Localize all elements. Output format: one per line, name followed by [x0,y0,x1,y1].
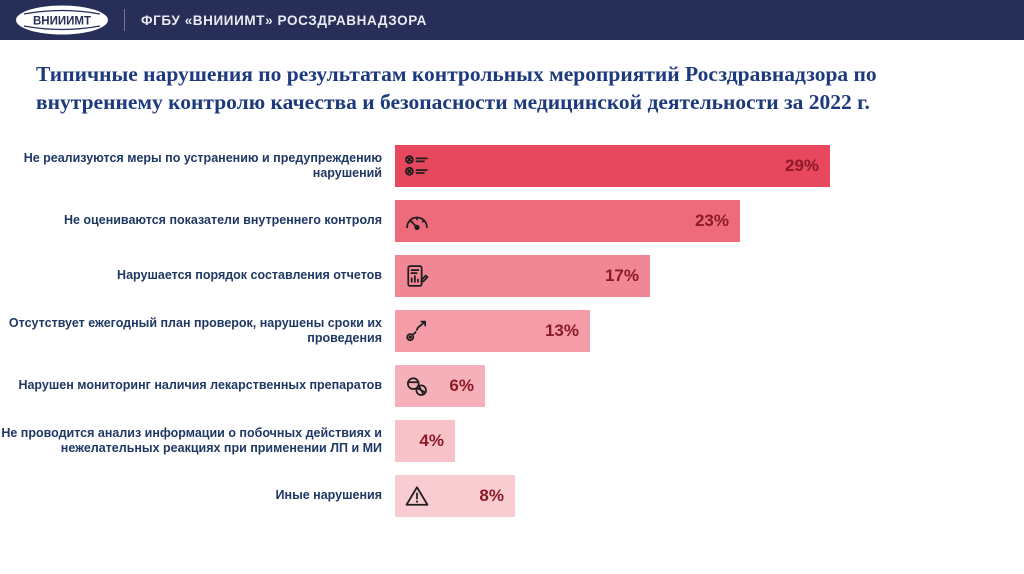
bar-label: Иные нарушения [275,488,382,503]
bar: 8% [395,474,515,517]
bar-value: 23% [694,210,729,230]
bar-value: 29% [784,155,819,175]
chart-row: Нарушается порядок составления отчетов 1… [0,254,1024,297]
bar: 29% [395,144,830,187]
bar-label: Не проводится анализ информации о побочн… [1,425,382,455]
bar-value: 17% [604,265,639,285]
bar: 17% [395,254,650,297]
route-plan-icon [403,317,431,345]
header-bar: ВНИИИМТ ФГБУ «ВНИИИМТ» РОСЗДРАВНАДЗОРА [0,0,1024,40]
speedometer-icon [403,207,431,235]
bar-label: Не реализуются меры по устранению и пред… [23,150,382,180]
chart-row: Нарушен мониторинг наличия лекарственных… [0,364,1024,407]
slide-title: Типичные нарушения по результатам контро… [36,62,877,115]
chart-row: Не проводится анализ информации о побочн… [0,419,1024,462]
bar-label: Не оцениваются показатели внутреннего ко… [63,213,382,228]
warning-triangle-icon [403,482,431,510]
bar: 13% [395,309,590,352]
bar-label: Нарушен мониторинг наличия лекарственных… [18,378,382,393]
bar: 23% [395,199,740,242]
bar-label: Отсутствует ежегодный план проверок, нар… [8,315,382,345]
logo-icon: ВНИИИМТ [16,5,108,35]
chart-row: Иные нарушения 8% [0,474,1024,517]
chart-row: Не реализуются меры по устранению и пред… [0,144,1024,187]
vniiimt-logo: ВНИИИМТ [14,4,110,36]
report-document-icon [403,262,431,290]
chart-row: Отсутствует ежегодный план проверок, нар… [0,309,1024,352]
bar: 4% [395,419,455,462]
bar-value: 4% [419,430,444,450]
pills-icon [403,372,431,400]
bar: 6% [395,364,485,407]
chart-row: Не оцениваются показатели внутреннего ко… [0,199,1024,242]
svg-text:ВНИИИМТ: ВНИИИМТ [33,16,91,28]
bar-value: 8% [479,485,504,505]
bar-value: 6% [449,375,474,395]
bar-value: 13% [544,320,579,340]
checklist-x-icon [403,152,431,180]
bar-label: Нарушается порядок составления отчетов [117,268,382,283]
organization-name: ФГБУ «ВНИИИМТ» РОСЗДРАВНАДЗОРА [141,12,427,28]
bar-chart: Не реализуются меры по устранению и пред… [0,144,1024,517]
header-divider [124,9,125,31]
